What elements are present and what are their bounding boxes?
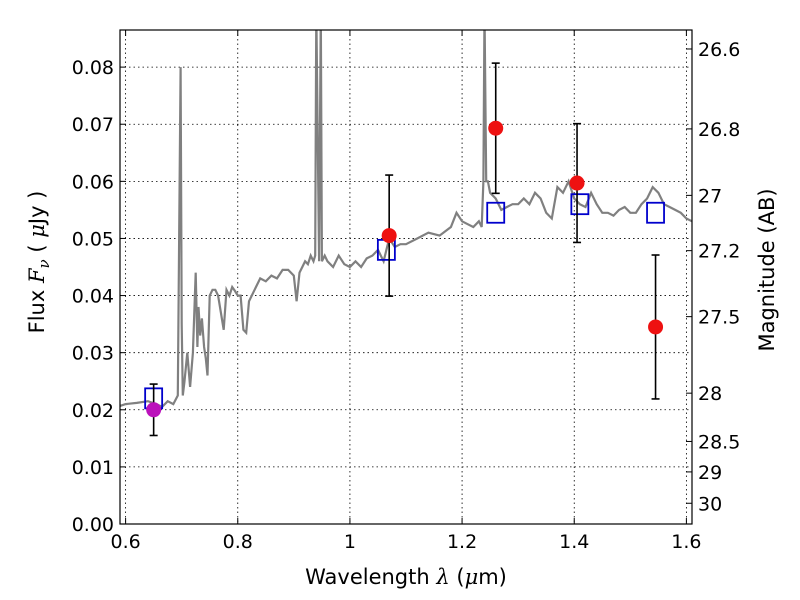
y-tick-label: 0.00 [72, 514, 114, 536]
y2-tick-label: 29 [698, 462, 722, 484]
observed-photometry-point [381, 228, 397, 244]
y2-tick-label: 27.5 [698, 307, 740, 329]
y2-tick-label: 28 [698, 383, 722, 405]
x-tick-label: 1.6 [671, 531, 701, 553]
y-axis-title: Flux Fν ( μJy ) [25, 191, 53, 334]
model-spectrum-line [120, 30, 692, 409]
y-tick-label: 0.06 [72, 171, 114, 193]
x-tick-label: 0.6 [110, 531, 140, 553]
y-tick-label: 0.04 [72, 286, 114, 308]
observed-photometry-point [648, 319, 664, 335]
y-tick-label: 0.02 [72, 400, 114, 422]
y-tick-label: 0.01 [72, 457, 114, 479]
plot-background [120, 30, 692, 524]
y2-tick-label: 26.8 [698, 119, 740, 141]
plot-frame [119, 29, 693, 525]
observed-photometry-point [569, 175, 585, 191]
y2-tick-label: 27 [698, 185, 722, 207]
axis-ticks: 0.6 0.8 1 1.2 1.4 1.6 0.00 0.01 0.02 0.03 0.04 0.05… [72, 30, 740, 553]
y-tick-label: 0.03 [72, 343, 114, 365]
x-tick-label: 1 [344, 531, 356, 553]
y-tick-label: 0.05 [72, 228, 114, 250]
model-photometry-square [570, 193, 590, 216]
x-tick-label: 1.2 [447, 531, 477, 553]
y-tick-label: 0.08 [72, 57, 114, 79]
x-tick-label: 0.8 [223, 531, 253, 553]
observed-photometry-point [146, 402, 162, 418]
y2-tick-label: 26.6 [698, 39, 740, 61]
y2-tick-label: 30 [698, 493, 722, 515]
y2-tick-label: 27.2 [698, 241, 740, 263]
grid-lines [120, 30, 692, 524]
y2-tick-label: 28.5 [698, 431, 740, 453]
observed-photometry-point [488, 120, 504, 136]
y-tick-label: 0.07 [72, 114, 114, 136]
observed-photometry-points [146, 62, 664, 437]
x-tick-label: 1.4 [559, 531, 589, 553]
x-axis-title: Wavelength λ (μm) [305, 565, 507, 589]
model-photometry-square [486, 201, 506, 224]
model-photometry-square [646, 201, 665, 224]
right-axis-title: Magnitude (AB) [755, 188, 779, 351]
